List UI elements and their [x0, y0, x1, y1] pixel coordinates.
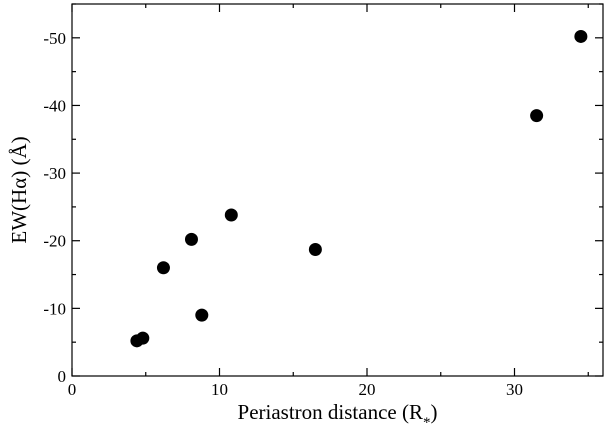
- plot-area: 0 10 20 30 0 -10 -20 -30 -40 -50: [43, 3, 604, 399]
- data-point: [530, 109, 544, 123]
- y-tick-label: -20: [43, 232, 66, 251]
- x-tick-label: 20: [359, 380, 376, 399]
- y-tick-label: -30: [43, 164, 66, 183]
- y-axis-title: EW(Hα) (Å): [7, 136, 31, 243]
- data-point: [156, 261, 170, 275]
- y-tick-label: -40: [43, 96, 66, 115]
- y-tick-label: -50: [43, 29, 66, 48]
- plot-frame: [71, 3, 604, 377]
- data-point: [308, 243, 322, 257]
- data-point: [184, 232, 198, 246]
- data-point: [195, 308, 209, 322]
- data-point: [574, 29, 588, 43]
- data-point: [224, 208, 238, 222]
- x-axis-title: Periastron distance (R*): [238, 400, 438, 430]
- x-tick-label: 10: [211, 380, 228, 399]
- x-tick-label: 0: [68, 380, 77, 399]
- y-tick-label: 0: [58, 367, 67, 386]
- y-tick-label: -10: [43, 299, 66, 318]
- x-axis-title-main: Periastron distance (R: [238, 400, 423, 424]
- data-point: [136, 331, 150, 345]
- x-axis-title-subscript: *: [423, 415, 431, 430]
- x-tick-label: 30: [506, 380, 523, 399]
- x-axis-title-close: ): [430, 400, 437, 424]
